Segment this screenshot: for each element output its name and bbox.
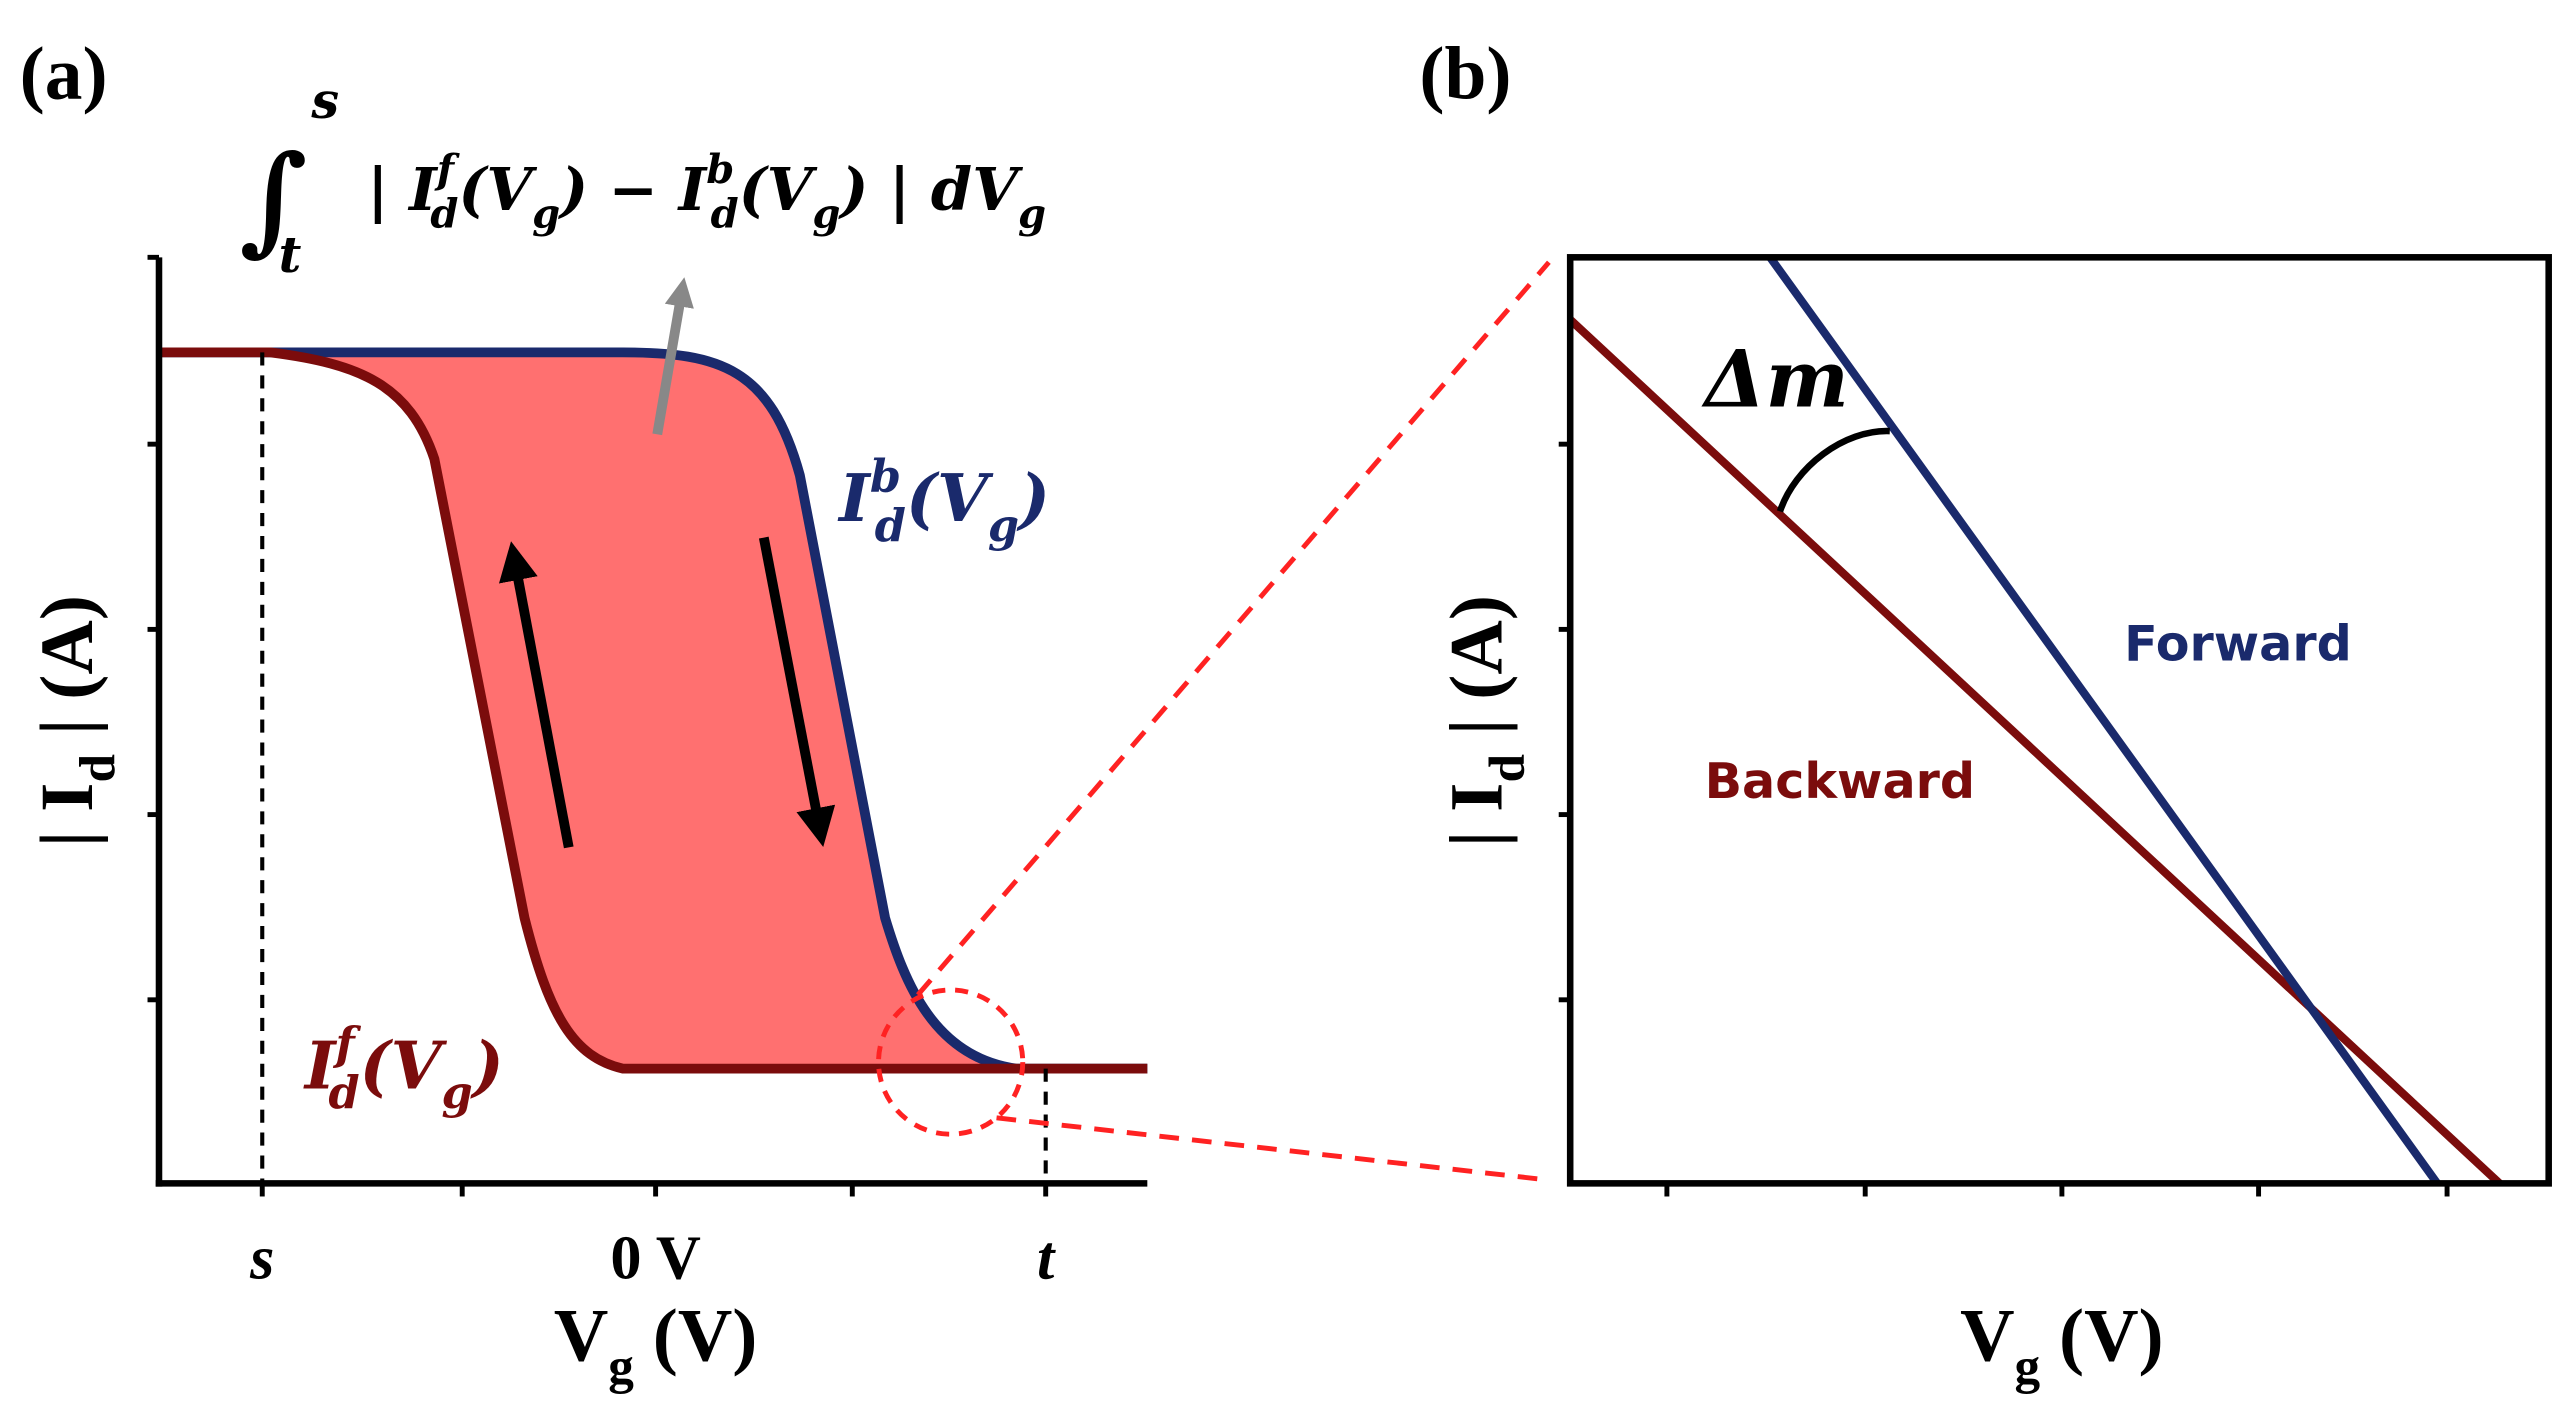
x-axis-label: Vg (V) (554, 1294, 758, 1395)
integral-lower: t (279, 226, 302, 284)
text-part: (V) (634, 1294, 757, 1377)
x-tick-label: t (1037, 1224, 1056, 1292)
forward-label: Forward (2124, 615, 2352, 673)
text-part: | I (1435, 782, 1518, 847)
text-part: g (532, 190, 560, 237)
text-part: ) | dV (837, 155, 1023, 224)
hysteresis-area (270, 352, 1017, 1069)
text-part: | (A) (26, 595, 109, 754)
angle-arc (1776, 427, 1890, 513)
panel-label: (b) (1419, 32, 1511, 115)
text-part: f (333, 1017, 362, 1070)
text-part: d (875, 499, 906, 552)
text-part: ) (470, 1027, 504, 1104)
integral-sign: ∫ (239, 128, 307, 267)
text-part: V (554, 1294, 608, 1377)
formula: | If d(Vg) − Ib d(Vg) | dVg (367, 146, 1046, 237)
y-axis-label: | Id | (A) (26, 595, 127, 847)
backward-curve (158, 347, 1148, 1074)
y-axis-label: | Id | (A) (1435, 595, 1536, 847)
text-part: | I (26, 782, 109, 847)
text-part: g (608, 1338, 634, 1395)
text-part: d (1479, 754, 1536, 783)
forward-line (1766, 254, 2441, 1186)
text-part: | I (367, 155, 439, 224)
text-part: f (434, 146, 460, 193)
text-part: d (329, 1066, 360, 1119)
text-part: ) (1016, 460, 1050, 537)
zoom-line (915, 260, 1551, 997)
text-part: V (1960, 1294, 2014, 1377)
text-part: (V (458, 155, 537, 224)
x-axis-label: Vg (V) (1960, 1294, 2164, 1395)
integral-upper: s (310, 72, 339, 130)
text-part: (V) (2040, 1294, 2163, 1377)
curve-label: If d(Vg) (303, 1017, 504, 1119)
text-part: g (812, 190, 840, 237)
text-part: d (711, 190, 739, 237)
forward-curve (158, 347, 1148, 1074)
ticks (147, 254, 1049, 1197)
text-part: b (870, 450, 901, 503)
panel-label: (a) (20, 32, 108, 115)
sweep-arrow (498, 541, 574, 849)
x-tick-label: s (249, 1224, 274, 1292)
text-part: I (303, 1027, 338, 1104)
text-part: (V (906, 460, 994, 537)
text-part: d (430, 190, 458, 237)
angle-label: Δm (1701, 332, 1849, 425)
text-part: g (988, 499, 1019, 552)
text-part: | (A) (1435, 595, 1518, 754)
backward-label: Backward (1705, 752, 1975, 810)
text-part: g (442, 1066, 473, 1119)
text-part: ) − I (557, 155, 708, 224)
text-part: d (69, 754, 126, 783)
curve-label: Ib d(Vg) (837, 450, 1050, 552)
backward-line (1567, 316, 2503, 1187)
sweep-arrow (758, 536, 836, 848)
zoom-line (996, 1115, 1550, 1183)
text-part: (V (360, 1027, 448, 1104)
zoom-circle (876, 987, 1026, 1137)
text-part: I (837, 460, 872, 537)
text-part: g (2015, 1338, 2041, 1395)
pointer-arrow (652, 277, 694, 436)
text-part: (V (739, 155, 818, 224)
ticks (1558, 441, 2450, 1197)
x-tick-label: 0 V (610, 1224, 701, 1292)
text-part: b (706, 146, 734, 193)
text-part: g (1018, 190, 1046, 237)
